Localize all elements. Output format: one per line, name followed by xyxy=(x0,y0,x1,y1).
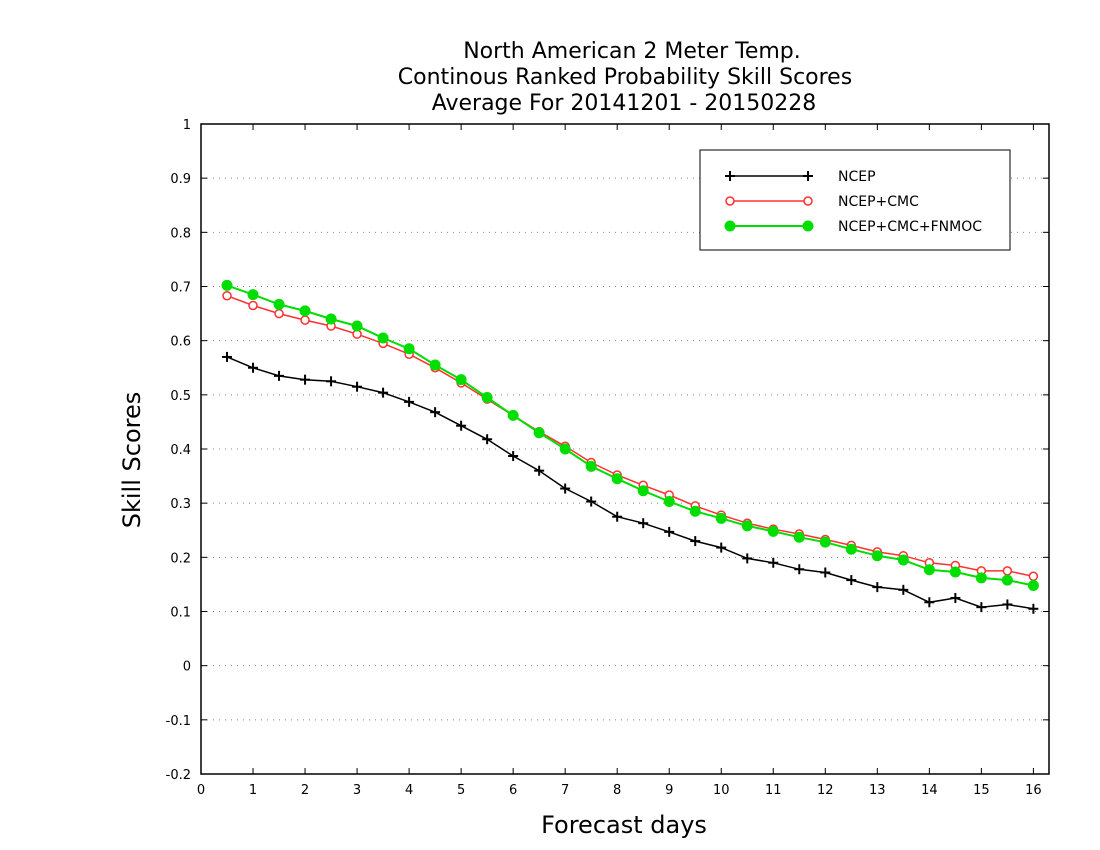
x-tick-label: 8 xyxy=(613,783,621,798)
data-point xyxy=(1001,574,1013,586)
data-point xyxy=(949,566,961,578)
legend-label: NCEP xyxy=(838,169,876,185)
data-point xyxy=(247,289,259,301)
data-point xyxy=(715,512,727,524)
y-axis-label: Skill Scores xyxy=(118,392,146,529)
series-ncep-cmc-fnmoc xyxy=(221,279,1039,591)
legend: NCEP NCEP+CMC NCEP+CMC+FNMOC xyxy=(699,149,1011,251)
series-ncep xyxy=(222,351,1039,614)
data-point xyxy=(351,320,363,332)
series-line xyxy=(226,356,1034,610)
data-point xyxy=(300,315,310,325)
chart-title-line-2: Continous Ranked Probability Skill Score… xyxy=(398,65,852,90)
data-point xyxy=(871,550,883,562)
x-tick-label: 10 xyxy=(713,783,730,798)
data-point xyxy=(403,343,415,355)
data-point xyxy=(663,496,675,508)
data-point xyxy=(1027,580,1039,591)
data-point xyxy=(741,520,753,532)
y-tick-label: 0.6 xyxy=(170,335,191,350)
y-tick-label: 0.3 xyxy=(170,497,191,512)
data-point xyxy=(507,409,519,421)
data-point xyxy=(793,531,805,543)
data-point xyxy=(803,196,813,206)
data-point xyxy=(897,554,909,566)
series-ncep-cmc xyxy=(222,290,1039,582)
legend-entry: NCEP xyxy=(725,169,876,185)
chart-title-line-1: North American 2 Meter Temp. xyxy=(463,39,801,64)
data-point xyxy=(299,305,311,317)
data-point xyxy=(637,485,649,497)
data-point xyxy=(559,443,571,455)
x-tick-label: 9 xyxy=(665,783,673,798)
x-tick-label: 6 xyxy=(509,783,517,798)
y-tick-label: 0.9 xyxy=(170,172,191,187)
data-point xyxy=(1002,566,1013,576)
data-point xyxy=(248,300,258,311)
chart-title-line-3: Average For 20141201 - 20150228 xyxy=(432,91,817,116)
x-tick-label: 4 xyxy=(405,783,413,798)
data-point xyxy=(325,313,337,325)
legend-label: NCEP+CMC xyxy=(838,194,919,210)
data-point xyxy=(845,543,857,555)
x-tick-label: 15 xyxy=(973,783,990,798)
y-tick-label: 0.2 xyxy=(170,551,191,566)
y-tick-label: -0.1 xyxy=(166,714,191,729)
y-tick-label: 1 xyxy=(183,118,191,133)
data-point xyxy=(533,427,545,439)
x-axis-label: Forecast days xyxy=(541,811,707,839)
data-point xyxy=(585,460,597,472)
data-point xyxy=(377,332,389,344)
legend-entry: NCEP+CMC xyxy=(725,194,919,210)
legend-label: NCEP+CMC+FNMOC xyxy=(838,219,982,235)
x-tick-label: 11 xyxy=(765,783,782,798)
y-tick-label: 0.7 xyxy=(170,281,191,296)
data-point xyxy=(923,564,935,576)
y-tick-label: 0.4 xyxy=(170,443,191,458)
series-line xyxy=(226,284,1034,587)
data-point xyxy=(689,505,701,517)
y-tick-label: 0.1 xyxy=(170,606,191,621)
x-axis: 0 1 2 3 4 5 6 7 8 9 10 11 12 13 14 15 16 xyxy=(197,124,1042,798)
x-tick-label: 1 xyxy=(249,783,257,798)
data-point xyxy=(455,374,467,386)
x-tick-label: 12 xyxy=(817,783,834,798)
x-tick-label: 2 xyxy=(301,783,309,798)
x-tick-label: 14 xyxy=(921,783,938,798)
data-point xyxy=(274,308,284,319)
data-point xyxy=(273,298,285,310)
data-point xyxy=(222,290,232,301)
legend-box xyxy=(699,149,1011,251)
data-point xyxy=(819,536,831,548)
x-tick-label: 16 xyxy=(1025,783,1042,798)
y-tick-label: 0.8 xyxy=(170,226,191,241)
series-line xyxy=(226,294,1034,578)
grid xyxy=(201,177,1049,721)
chart-title: North American 2 Meter Temp. Continous R… xyxy=(398,39,852,116)
x-tick-label: 0 xyxy=(197,783,205,798)
data-point xyxy=(481,392,493,404)
y-axis: -0.2 -0.1 0 0.1 0.2 0.3 0.4 0.5 0.6 0.7 0.8 0.9 1 xyxy=(166,118,1049,783)
data-series xyxy=(221,279,1039,614)
data-point xyxy=(725,196,735,206)
data-point xyxy=(724,220,736,232)
y-tick-label: -0.2 xyxy=(166,768,191,783)
x-tick-label: 3 xyxy=(353,783,361,798)
y-tick-label: 0.5 xyxy=(170,389,191,404)
data-point xyxy=(221,279,233,291)
y-tick-label: 0 xyxy=(183,660,191,675)
data-point xyxy=(611,473,623,485)
x-tick-label: 13 xyxy=(869,783,886,798)
x-tick-label: 7 xyxy=(561,783,569,798)
legend-entry: NCEP+CMC+FNMOC xyxy=(724,219,982,235)
data-point xyxy=(1028,571,1039,582)
data-point xyxy=(975,572,987,584)
data-point xyxy=(767,525,779,537)
data-point xyxy=(802,220,814,232)
data-point xyxy=(429,359,441,371)
x-tick-label: 5 xyxy=(457,783,465,798)
